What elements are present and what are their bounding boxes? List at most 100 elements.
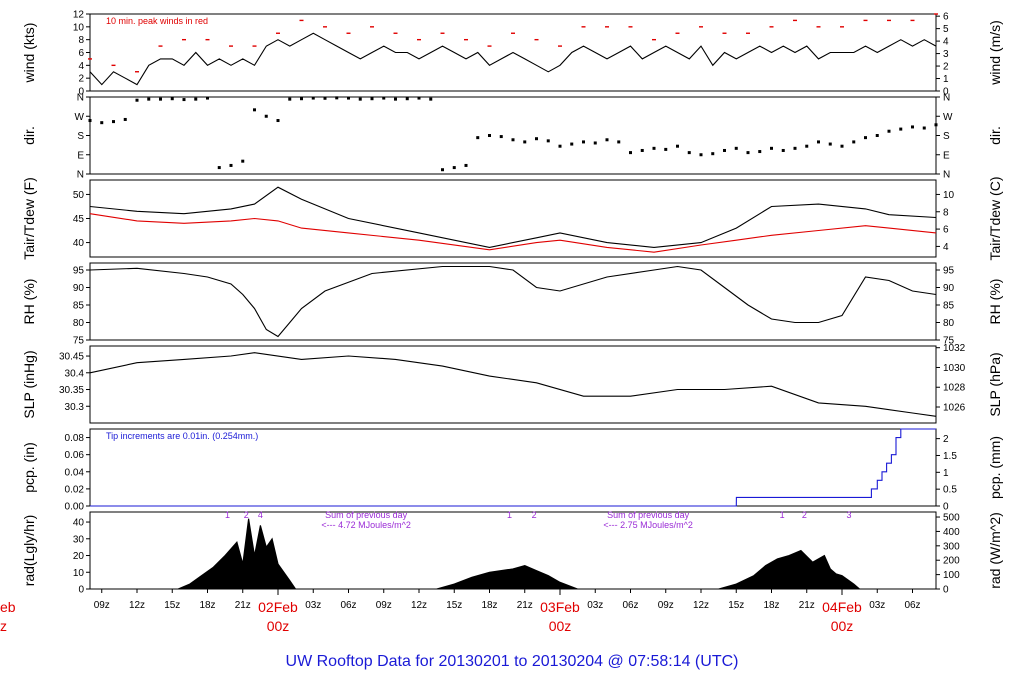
series-RH [89,265,937,338]
dir-point [617,140,621,144]
dir-point [311,96,315,100]
right-tick-label: N [943,93,950,104]
right-tick-label: 2 [943,62,949,73]
dir-point [182,98,186,102]
right-tick-label: 10 [943,190,955,201]
x-tick-label: 03z [305,600,321,611]
dir-point [711,152,715,156]
dir-point [922,126,926,130]
panel-frame [89,262,937,341]
dir-point [899,127,903,131]
left-tick-label: 0 [78,87,84,98]
dir-point [864,136,867,140]
right-tick-label: 0 [943,87,949,98]
x-tick-label: 06z [622,600,638,611]
dir-point [417,96,421,100]
right-tick-label: 400 [943,527,960,538]
right-tick-label: 1 [943,468,949,479]
right-axis-label: dir. [987,126,1003,145]
dir-point [441,168,444,172]
dir-point [323,96,327,100]
dir-point [476,136,480,140]
right-axis-label: RH (%) [987,279,1003,325]
left-tick-label: 8 [78,35,84,46]
right-tick-label: 90 [943,283,955,294]
x-tick-label: 21z [517,600,533,611]
left-tick-label: 0.02 [65,484,85,495]
left-tick-label: 90 [73,283,85,294]
x-tick-label: 03z [587,600,603,611]
dir-point [488,134,491,137]
right-tick-label: W [943,112,953,123]
right-tick-label: 300 [943,541,960,552]
day-sublabel: 00z [267,618,290,634]
x-tick-label: 06z [904,600,920,611]
left-tick-label: 30.45 [59,352,84,363]
right-axis-label: SLP (hPa) [987,352,1003,416]
dir-point [288,97,292,101]
dir-point [558,144,562,148]
panel-rh: RH (%) RH (%) 75 80 85 90 95 75 80 85 90 95 [21,262,1003,347]
dir-point [629,151,632,155]
dir-point [100,121,104,125]
left-tick-label: 10 [73,22,85,33]
dir-point [758,150,762,154]
hour-marker: 2 [244,510,249,520]
dir-point [593,141,597,145]
dir-point [382,96,386,100]
hour-marker: 1 [780,510,785,520]
dir-point [300,97,303,101]
left-tick-label: 75 [73,336,85,347]
left-tick-label: 45 [73,214,85,225]
dir-point [253,108,256,112]
panel-frame [89,345,937,424]
series-wind [89,32,937,86]
left-tick-label: 40 [73,518,85,529]
x-tick-label: 12z [693,600,709,611]
left-tick-label: 12 [73,10,85,21]
x-tick-label: 18z [481,600,497,611]
right-axis-label: wind (m/s) [987,20,1003,86]
dir-point [194,97,198,101]
x-tick-label: 15z [446,600,462,611]
dir-point [828,142,832,146]
right-axis-label: rad (W/m^2) [987,512,1003,589]
x-tick-label: 09z [376,600,392,611]
x-tick-label: 15z [164,600,180,611]
left-tick-label: 40 [73,238,85,249]
left-tick-label: 10 [73,568,85,579]
x-tick-label: 12z [411,600,427,611]
x-tick-label: 09z [658,600,674,611]
dir-point [676,144,679,148]
right-tick-label: 0 [943,585,949,596]
right-tick-label: N [943,170,950,181]
dir-point [511,138,515,142]
left-tick-label: E [77,150,84,161]
right-tick-label: 6 [943,12,949,23]
right-axis-label: pcp. (mm) [987,436,1003,499]
panel-pcp: pcp. (in) pcp. (mm) 0.00 0.02 0.04 0.06 0.08 0 0… [21,428,1003,513]
dir-point [582,140,585,144]
dir-point [570,142,574,146]
series-SLP [89,352,937,417]
left-axis-label: Tair/Tdew (F) [21,177,37,259]
right-tick-label: 4 [943,242,949,253]
right-tick-label: 500 [943,513,960,524]
series-Tdew [89,213,937,253]
dir-point [805,144,809,148]
right-tick-label: 1 [943,74,949,85]
right-tick-label: 95 [943,266,955,277]
dir-point [934,123,938,127]
left-tick-label: 30.35 [59,385,84,396]
dir-point [640,148,644,152]
dir-point [347,96,350,100]
right-axis-label: Tair/Tdew (C) [987,176,1003,260]
dir-point [206,96,209,100]
left-axis-label: SLP (inHg) [21,350,37,418]
dir-point [875,134,879,137]
dir-point [452,166,456,170]
x-tick-label: 18z [763,600,779,611]
panel-annotation: 10 min. peak winds in red [106,16,208,26]
dir-point [123,117,127,121]
right-tick-label: 200 [943,556,960,567]
